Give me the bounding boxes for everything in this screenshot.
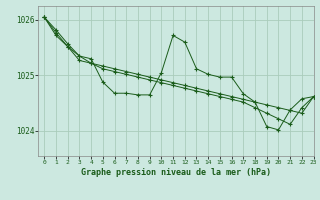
X-axis label: Graphe pression niveau de la mer (hPa): Graphe pression niveau de la mer (hPa) — [81, 168, 271, 177]
